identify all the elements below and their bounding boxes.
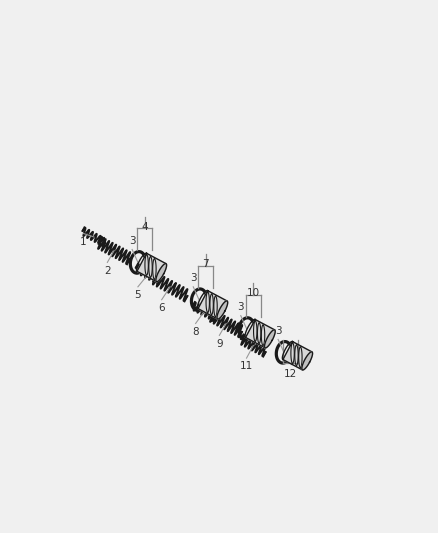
Text: 3: 3 — [237, 302, 244, 312]
Polygon shape — [302, 352, 313, 370]
Text: 12: 12 — [284, 369, 297, 379]
Text: 1: 1 — [80, 237, 87, 247]
Text: 11: 11 — [240, 361, 253, 372]
Text: 2: 2 — [104, 266, 111, 276]
Polygon shape — [217, 301, 228, 319]
Text: 3: 3 — [275, 326, 282, 336]
Text: 8: 8 — [192, 327, 199, 337]
Text: 3: 3 — [129, 236, 135, 246]
Text: 6: 6 — [159, 303, 165, 313]
Polygon shape — [246, 319, 275, 348]
Text: 7: 7 — [202, 259, 209, 269]
Text: 3: 3 — [190, 273, 197, 284]
Polygon shape — [156, 263, 166, 282]
Text: 9: 9 — [216, 339, 223, 349]
Polygon shape — [265, 330, 275, 348]
Text: 5: 5 — [134, 290, 141, 300]
Text: 10: 10 — [247, 288, 260, 298]
Polygon shape — [283, 342, 312, 370]
Polygon shape — [198, 290, 227, 319]
Text: 4: 4 — [141, 222, 148, 232]
Polygon shape — [137, 253, 166, 281]
